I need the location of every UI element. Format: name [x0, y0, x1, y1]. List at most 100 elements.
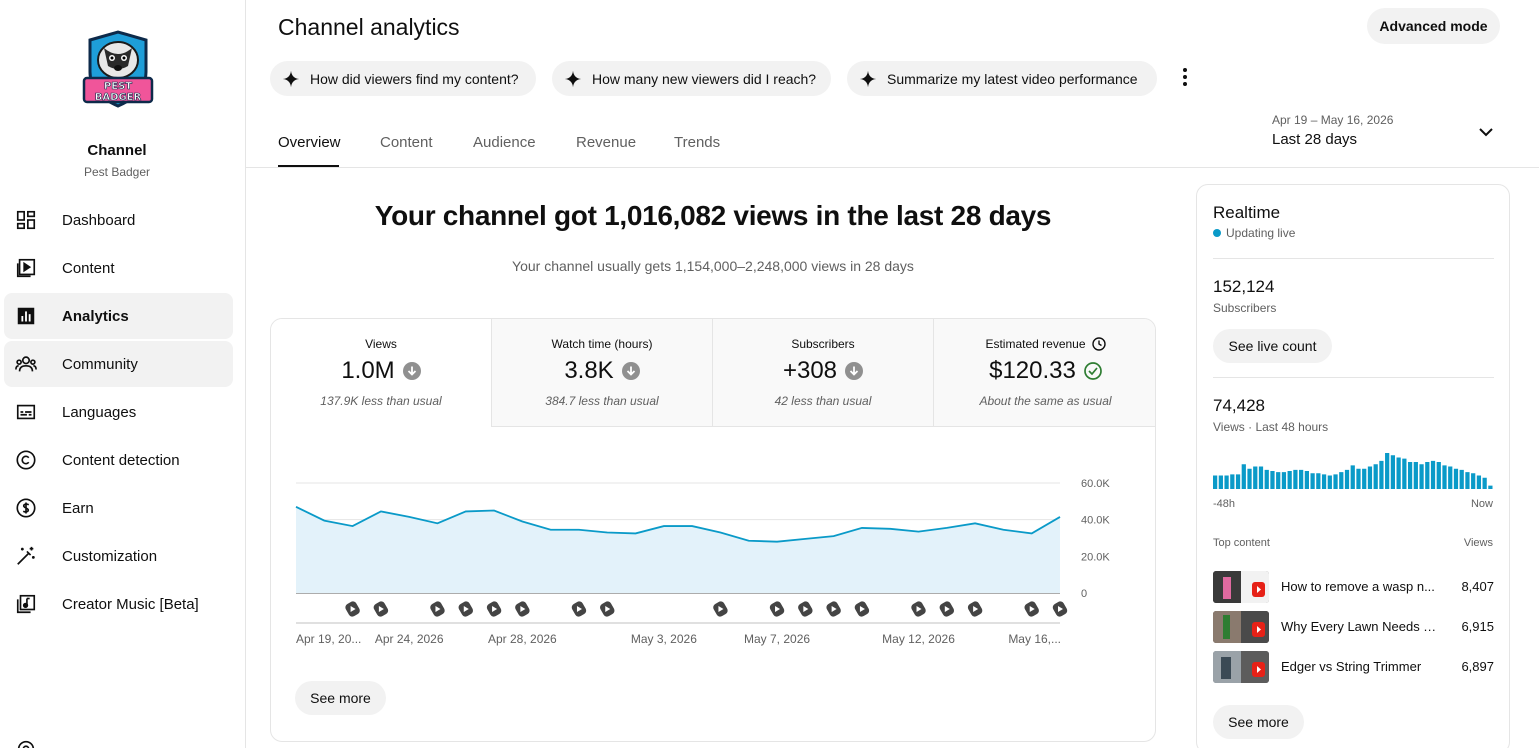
top-content-row[interactable]: Edger vs String Trimmer 6,897 — [1213, 651, 1494, 683]
shorts-play-glyph — [492, 606, 498, 612]
tab-overview[interactable]: Overview — [278, 134, 341, 151]
realtime-bar — [1367, 466, 1373, 489]
realtime-bar — [1448, 466, 1453, 489]
ai-question-chip[interactable]: Summarize my latest video performance — [847, 61, 1157, 96]
advanced-mode-button[interactable]: Advanced mode — [1367, 8, 1500, 44]
realtime-bar — [1442, 465, 1447, 489]
ai-question-chip[interactable]: How many new viewers did I reach? — [552, 61, 831, 96]
sidebar-item-content-detection[interactable]: Content detection — [4, 437, 233, 483]
sidebar-item-languages[interactable]: Languages — [4, 389, 233, 435]
shorts-play-glyph — [944, 606, 950, 612]
realtime-views-label: Views · Last 48 hours — [1213, 420, 1329, 434]
sidebar-item-dashboard[interactable]: Dashboard — [4, 197, 233, 243]
realtime-bar — [1344, 469, 1350, 489]
tab-revenue[interactable]: Revenue — [576, 134, 637, 151]
x-tick-label: Apr 24, 2026 — [375, 632, 444, 646]
video-thumbnail — [1213, 611, 1269, 643]
sidebar-item-label: Community — [62, 355, 138, 373]
dashboard-icon — [16, 210, 36, 230]
sidebar-item-creator-music[interactable]: Creator Music [Beta] — [4, 581, 233, 627]
metric-value: 3.8K — [564, 357, 614, 384]
realtime-bar — [1465, 472, 1470, 489]
shorts-play-glyph — [350, 606, 356, 612]
settings-icon[interactable] — [15, 738, 37, 748]
y-tick-label: 40.0K — [1081, 515, 1110, 527]
date-range-label: Last 28 days — [1272, 131, 1358, 148]
realtime-axis-end: Now — [1470, 498, 1493, 510]
arrow-down-icon — [621, 362, 640, 380]
see-live-count-button[interactable]: See live count — [1213, 329, 1332, 363]
more-options-icon[interactable] — [1176, 66, 1194, 88]
realtime-bar — [1436, 462, 1441, 489]
metric-watch-time[interactable]: Watch time (hours) 3.8K 384.7 less than … — [492, 319, 713, 427]
views-typical-range: Your channel usually gets 1,154,000–2,24… — [512, 258, 914, 274]
channel-name: Pest Badger — [83, 165, 151, 179]
realtime-bar — [1339, 472, 1344, 489]
realtime-views-bar-chart[interactable] — [1213, 449, 1494, 489]
channel-logo[interactable]: PEST BADGER — [76, 26, 160, 110]
page-title: Channel analytics — [278, 14, 460, 40]
shorts-play-glyph — [1058, 606, 1063, 612]
top-content-title: Why Every Lawn Needs T... — [1281, 619, 1439, 634]
realtime-bar — [1356, 468, 1361, 489]
metric-estimated-revenue[interactable]: Estimated revenue $120.33 About the same… — [934, 319, 1155, 427]
realtime-bar — [1287, 471, 1292, 489]
realtime-bar — [1482, 477, 1487, 489]
tab-content[interactable]: Content — [380, 134, 433, 151]
metric-views[interactable]: Views 1.0M 137.9K less than usual — [271, 319, 492, 427]
views-line-chart[interactable]: 60.0K 40.0K 20.0K 0 Apr 19, 20... Apr 24, 202… — [271, 427, 1155, 667]
realtime-bar — [1407, 462, 1413, 489]
metric-label: Subscribers — [791, 337, 855, 351]
metric-note: 384.7 less than usual — [545, 394, 659, 408]
sidebar-item-content[interactable]: Content — [4, 245, 233, 291]
top-content-row[interactable]: Why Every Lawn Needs T... 6,915 — [1213, 611, 1494, 643]
sidebar-item-label: Dashboard — [62, 211, 136, 229]
analytics-icon — [17, 307, 35, 325]
languages-icon — [16, 404, 36, 420]
realtime-bar — [1264, 469, 1269, 489]
x-tick-label: May 12, 2026 — [882, 632, 955, 646]
realtime-bar — [1385, 453, 1390, 489]
sparkle-icon — [564, 70, 582, 87]
realtime-subscribers-label: Subscribers — [1213, 301, 1277, 315]
metric-subscribers[interactable]: Subscribers +308 42 less than usual — [713, 319, 934, 427]
realtime-bar — [1373, 464, 1378, 489]
metric-note: 137.9K less than usual — [320, 394, 442, 408]
sidebar-item-customization[interactable]: Customization — [4, 533, 233, 579]
top-content-views-header: Views — [1463, 537, 1493, 549]
sidebar-item-analytics[interactable]: Analytics — [4, 293, 233, 339]
realtime-bar — [1327, 475, 1332, 489]
realtime-bar — [1270, 471, 1275, 489]
sidebar-item-earn[interactable]: Earn — [4, 485, 233, 531]
tab-trends[interactable]: Trends — [674, 134, 721, 151]
video-thumbnail — [1213, 571, 1269, 603]
realtime-status-text: Updating live — [1226, 226, 1296, 240]
tab-audience[interactable]: Audience — [473, 134, 536, 151]
realtime-bar — [1299, 469, 1304, 489]
shorts-play-glyph — [576, 606, 582, 612]
realtime-bar — [1281, 472, 1287, 489]
see-more-button[interactable]: See more — [1213, 705, 1304, 739]
chevron-down-icon[interactable] — [1476, 122, 1496, 142]
chip-label: How did viewers find my content? — [310, 70, 519, 87]
realtime-bar — [1453, 468, 1459, 489]
see-more-button[interactable]: See more — [295, 681, 386, 715]
metric-value: 1.0M — [341, 357, 395, 384]
ai-question-chip[interactable]: How did viewers find my content? — [270, 61, 536, 96]
copyright-icon — [16, 450, 36, 470]
series-line — [295, 506, 1061, 543]
sidebar: PEST BADGER Channel Pest Badger Dashboar… — [0, 0, 246, 748]
sidebar-item-community[interactable]: Community — [4, 341, 233, 387]
realtime-bar — [1379, 460, 1384, 489]
realtime-bar — [1459, 469, 1464, 489]
metric-value: +308 — [782, 357, 838, 384]
sparkle-icon — [282, 70, 300, 87]
metric-label: Views — [365, 337, 397, 351]
top-content-row[interactable]: How to remove a wasp n... 8,407 — [1213, 571, 1494, 603]
realtime-bar — [1425, 462, 1430, 489]
date-range-selector[interactable]: Apr 19 – May 16, 2026 Last 28 days — [1272, 113, 1393, 148]
realtime-subscribers-value: 152,124 — [1213, 277, 1275, 296]
top-content-title: Edger vs String Trimmer — [1281, 659, 1422, 674]
shorts-play-glyph — [463, 606, 469, 612]
metric-value: $120.33 — [989, 357, 1076, 384]
